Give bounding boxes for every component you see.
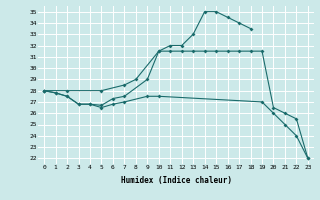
X-axis label: Humidex (Indice chaleur): Humidex (Indice chaleur) [121,176,231,185]
